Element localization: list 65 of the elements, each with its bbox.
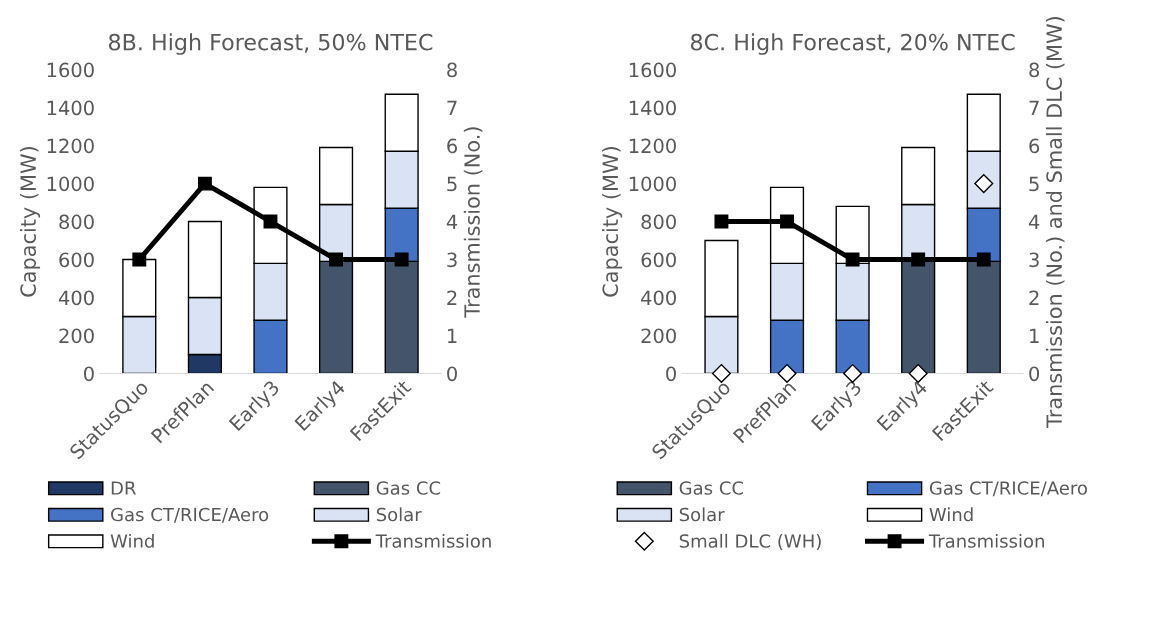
y2-tick-label: 7 bbox=[447, 100, 457, 115]
y-axis-title: Capacity (MW) bbox=[602, 147, 623, 297]
y2-tick-label: 5 bbox=[447, 176, 457, 192]
y2-tick-label: 4 bbox=[1028, 214, 1040, 229]
y2-tick-label: 1 bbox=[1030, 328, 1039, 343]
point bbox=[845, 252, 860, 267]
y-tick-label: 1600 bbox=[47, 62, 94, 78]
point bbox=[197, 176, 212, 191]
point bbox=[711, 363, 731, 384]
legend-label: Gas CT/RICE/Aero bbox=[929, 481, 1087, 497]
chart-title: 8B. High Forecast, 50% NTEC bbox=[108, 33, 433, 55]
legend-label: Wind bbox=[110, 533, 154, 548]
legend-label: DR bbox=[111, 481, 136, 495]
y2-tick-label: 0 bbox=[447, 366, 457, 382]
point bbox=[329, 252, 344, 267]
y2-tick-label: 7 bbox=[1029, 100, 1039, 115]
y2-tick-label: 1 bbox=[448, 328, 457, 343]
point bbox=[777, 363, 797, 384]
y-tick-label: 1400 bbox=[47, 100, 94, 116]
y2-tick-label: 6 bbox=[1029, 138, 1040, 154]
point bbox=[714, 214, 729, 229]
y2-axis-title: Transmission (No.) bbox=[463, 127, 483, 318]
legend-label: Solar bbox=[679, 507, 725, 522]
y2-tick-label: 8 bbox=[447, 62, 457, 78]
y-tick-label: 400 bbox=[58, 290, 94, 306]
legend-label: Wind bbox=[929, 507, 973, 522]
y-tick-label: 800 bbox=[59, 214, 94, 230]
y-tick-label: 200 bbox=[641, 328, 676, 344]
y-tick-label: 1000 bbox=[629, 176, 676, 192]
point bbox=[976, 252, 991, 267]
y-tick-label: 800 bbox=[641, 214, 676, 230]
y-tick-label: 1600 bbox=[629, 62, 676, 78]
y-axis-title: Capacity (MW) bbox=[19, 147, 41, 297]
legend-label: Solar bbox=[376, 507, 422, 522]
y-tick-label: 600 bbox=[641, 252, 676, 268]
y2-tick-label: 0 bbox=[1029, 366, 1040, 382]
legend-label: Transmission bbox=[375, 533, 491, 548]
y-tick-label: 600 bbox=[59, 252, 94, 268]
point bbox=[911, 252, 926, 267]
y2-tick-label: 3 bbox=[1029, 252, 1039, 268]
y2-tick-label: 2 bbox=[447, 290, 457, 305]
y2-axis-title: Transmission (No.) and Small DLC (MW) bbox=[1045, 17, 1065, 428]
y-tick-label: 0 bbox=[666, 366, 676, 382]
y2-tick-label: 4 bbox=[446, 214, 458, 229]
y2-tick-label: 3 bbox=[447, 252, 457, 268]
legend-label: Gas CC bbox=[679, 481, 744, 495]
point bbox=[132, 252, 147, 267]
point bbox=[394, 252, 409, 267]
y-tick-label: 0 bbox=[84, 366, 94, 382]
legend-label: Small DLC (WH) bbox=[679, 533, 821, 550]
y-tick-label: 200 bbox=[59, 328, 94, 344]
y2-tick-label: 8 bbox=[1029, 62, 1040, 78]
legend-label: Gas CC bbox=[376, 481, 441, 495]
y2-tick-label: 2 bbox=[1029, 290, 1039, 305]
y-tick-label: 1400 bbox=[629, 100, 676, 116]
y-tick-label: 1200 bbox=[629, 138, 676, 154]
legend-label: Transmission bbox=[928, 533, 1044, 548]
y2-tick-label: 5 bbox=[1029, 176, 1039, 192]
point bbox=[780, 214, 794, 229]
y-tick-label: 1000 bbox=[47, 176, 94, 192]
legend-label: Gas CT/RICE/Aero bbox=[111, 507, 269, 523]
y-tick-label: 1200 bbox=[47, 138, 94, 154]
y2-tick-label: 6 bbox=[447, 138, 458, 154]
y-tick-label: 400 bbox=[641, 290, 676, 306]
chart-title: 8C. High Forecast, 20% NTEC bbox=[690, 33, 1015, 55]
